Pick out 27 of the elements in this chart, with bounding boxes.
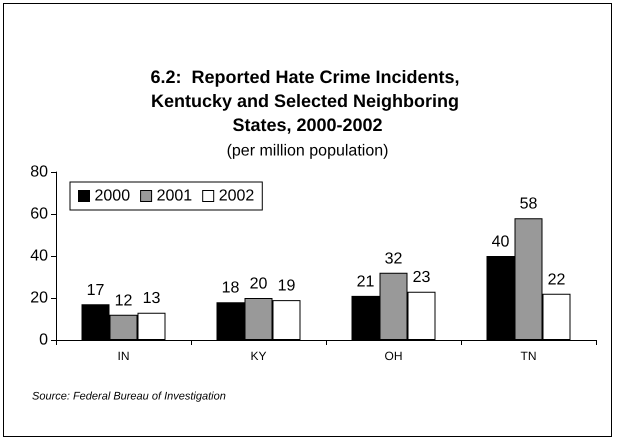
y-tick-label: 20 — [30, 290, 48, 306]
chart-subtitle: (per million population) — [226, 142, 388, 160]
x-tick-label: TN — [520, 349, 536, 363]
data-label: 12 — [114, 292, 132, 310]
legend-label: 2002 — [218, 188, 254, 204]
data-label: 21 — [356, 273, 374, 290]
data-label: 23 — [412, 269, 430, 286]
chart-title: 6.2: Reported Hate Crime Incidents, Kentucky and Selected Neighboring States, 2000-2002 — [150, 67, 465, 135]
y-tick-label: 0 — [39, 332, 48, 348]
source-note: Source: Federal Bureau of Investigation — [32, 390, 226, 402]
data-label: 58 — [520, 196, 538, 213]
data-label: 22 — [548, 271, 566, 288]
data-label: 20 — [250, 276, 268, 292]
x-tick-label: KY — [250, 349, 267, 363]
data-label: 40 — [492, 234, 510, 250]
y-tick-label: 40 — [30, 248, 48, 264]
x-tick-label: OH — [384, 349, 402, 363]
data-label: 19 — [278, 278, 296, 295]
data-label: 18 — [222, 280, 240, 297]
legend-label: 2001 — [156, 188, 192, 204]
data-label: 17 — [86, 282, 104, 299]
y-tick-label: 60 — [30, 206, 48, 222]
x-tick-label: IN — [118, 349, 130, 363]
data-label: 13 — [142, 290, 160, 308]
data-label: 32 — [384, 250, 402, 268]
y-tick-label: 80 — [30, 164, 48, 180]
legend-label: 2000 — [94, 188, 130, 204]
